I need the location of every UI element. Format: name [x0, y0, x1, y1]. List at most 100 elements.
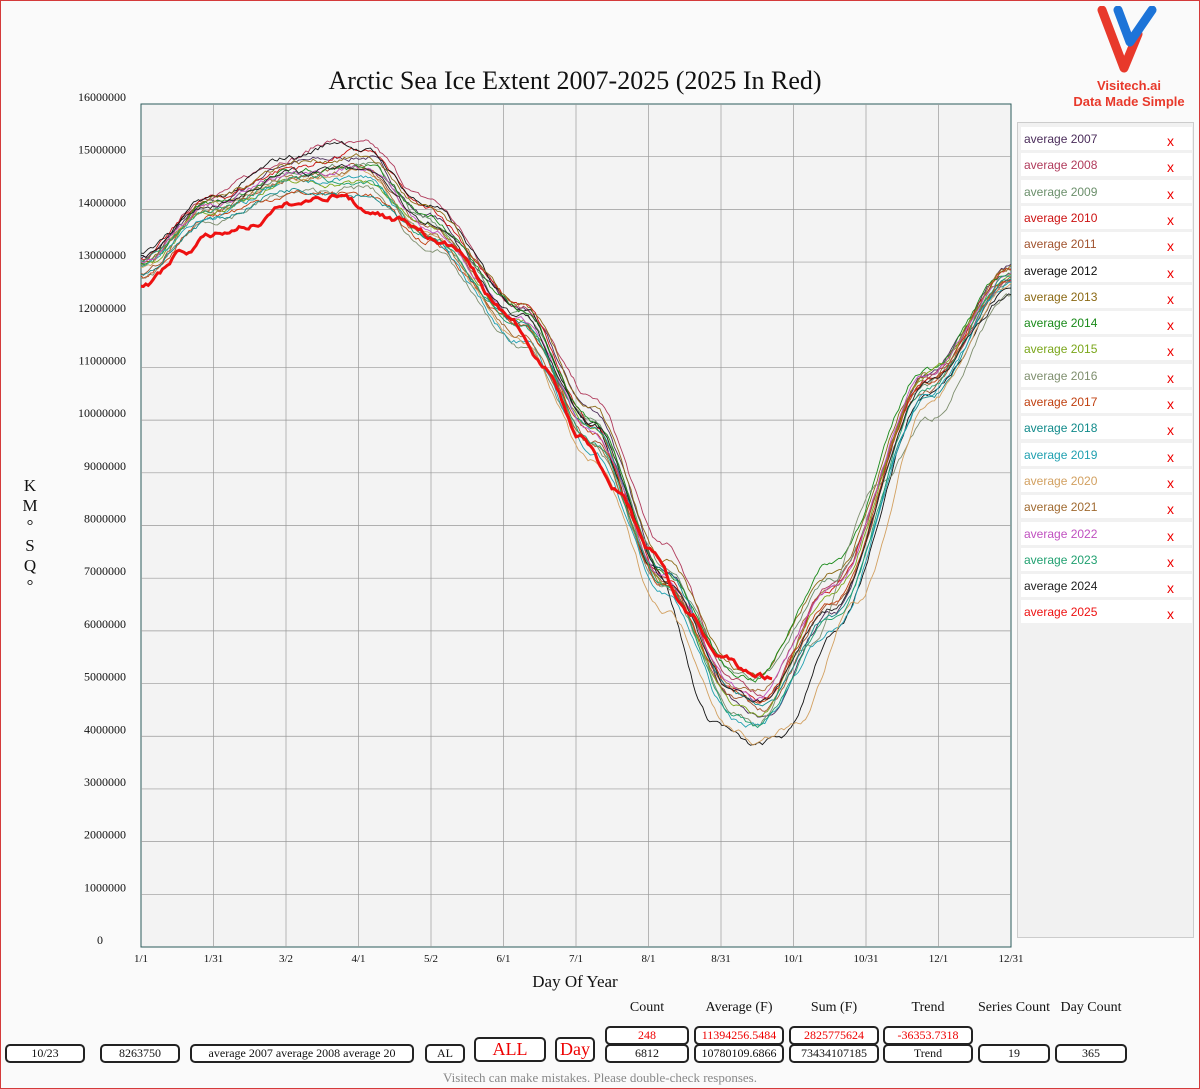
date-field[interactable]: 10/23: [5, 1044, 85, 1063]
y-tick-label: 16000000: [78, 90, 126, 104]
y-tick-label: 1000000: [84, 880, 126, 894]
y-tick-label: 7000000: [84, 564, 126, 578]
legend-item[interactable]: average 2015 x: [1021, 337, 1192, 361]
y-axis-label-char: °: [26, 576, 34, 595]
legend-remove-icon[interactable]: x: [1167, 422, 1174, 439]
day-count-value: 365: [1055, 1044, 1127, 1063]
x-tick-label: 5/2: [424, 953, 438, 965]
legend-remove-icon[interactable]: x: [1167, 474, 1174, 491]
legend-remove-icon[interactable]: x: [1167, 317, 1174, 334]
average-value-2025: 11394256.5484: [694, 1026, 784, 1045]
series-line-average-2025: [140, 193, 773, 681]
y-tick-label: 4000000: [84, 722, 126, 736]
day-button[interactable]: Day: [555, 1037, 595, 1062]
x-tick-label: 1/31: [204, 953, 224, 965]
legend-remove-icon[interactable]: x: [1167, 238, 1174, 255]
x-tick-label: 12/1: [929, 953, 949, 965]
legend-item[interactable]: average 2016 x: [1021, 363, 1192, 387]
series-line-average-2022: [140, 164, 1012, 701]
legend-label: average 2022: [1024, 526, 1098, 541]
legend-remove-icon[interactable]: x: [1167, 133, 1174, 149]
legend-item[interactable]: average 2007 x: [1021, 127, 1192, 150]
disclaimer-footer: Visitech can make mistakes. Please doubl…: [442, 1070, 757, 1085]
visitech-logo-icon: [1097, 6, 1157, 73]
y-axis-label-char: K: [23, 476, 37, 495]
series-select[interactable]: average 2007 average 2008 average 20: [190, 1044, 414, 1063]
line-chart: 16000000 15000000 14000000 13000000 12000000…: [78, 90, 1024, 965]
legend-label: average 2020: [1024, 473, 1098, 488]
legend-label: average 2018: [1024, 421, 1098, 436]
legend-remove-icon[interactable]: x: [1167, 185, 1174, 202]
y-tick-label: 15000000: [78, 143, 126, 157]
x-axis-label: Day Of Year: [532, 972, 618, 991]
all-button[interactable]: ALL: [474, 1037, 546, 1062]
legend-item[interactable]: average 2023 x: [1021, 547, 1192, 571]
legend-label: average 2011: [1024, 237, 1097, 252]
series-line-average-2021: [140, 167, 1012, 692]
legend-remove-icon[interactable]: x: [1167, 396, 1174, 412]
legend-remove-icon[interactable]: x: [1167, 343, 1174, 360]
y-tick-label: 6000000: [84, 617, 126, 631]
sum-value-total: 73434107185: [789, 1044, 879, 1063]
x-tick-label: 10/31: [853, 953, 878, 965]
legend-label: average 2025: [1024, 605, 1098, 620]
legend-remove-icon[interactable]: x: [1167, 211, 1174, 228]
y-tick-label: 11000000: [78, 353, 126, 367]
legend-remove-icon[interactable]: x: [1167, 553, 1174, 570]
sum-value-2025: 2825775624: [789, 1026, 879, 1045]
legend-remove-icon[interactable]: x: [1167, 290, 1174, 307]
legend-remove-icon[interactable]: x: [1167, 159, 1174, 176]
series-line-average-2024: [140, 163, 1012, 703]
legend-item[interactable]: average 2014 x: [1021, 311, 1192, 335]
legend-label: average 2021: [1024, 500, 1098, 515]
x-tick-label: 7/1: [569, 953, 583, 965]
legend-remove-icon[interactable]: x: [1167, 527, 1174, 544]
legend-remove-icon[interactable]: x: [1167, 606, 1174, 623]
value-field[interactable]: 8263750: [100, 1044, 180, 1063]
stat-header-sum: Sum (F): [810, 1000, 858, 1015]
legend-label: average 2017: [1024, 395, 1098, 409]
legend-label: average 2012: [1024, 263, 1098, 278]
legend-item[interactable]: average 2012 x: [1021, 258, 1192, 282]
legend-label: average 2023: [1024, 552, 1098, 567]
y-tick-label: 0: [97, 933, 103, 947]
legend-remove-icon[interactable]: x: [1167, 448, 1174, 465]
legend-item[interactable]: average 2010 x: [1021, 205, 1192, 229]
x-tick-label: 8/31: [711, 953, 731, 965]
average-value-total: 10780109.6866: [694, 1044, 784, 1063]
stat-header-series-count: Series Count: [978, 1000, 1050, 1015]
count-value-total: 6812: [605, 1044, 689, 1063]
legend-item[interactable]: average 2013 x: [1021, 284, 1192, 308]
y-axis-label-char: M: [22, 496, 38, 515]
series-count-value: 19: [978, 1044, 1050, 1063]
series-line-average-2012: [140, 140, 1012, 746]
legend-item[interactable]: average 2024 x: [1021, 574, 1192, 598]
stat-header-count: Count: [629, 1000, 665, 1015]
legend-item[interactable]: average 2008 x: [1021, 153, 1192, 177]
legend-item[interactable]: average 2009 x: [1021, 179, 1192, 203]
x-tick-label: 12/31: [998, 953, 1023, 965]
legend-remove-icon[interactable]: x: [1167, 264, 1174, 281]
legend-item[interactable]: average 2011 x: [1021, 232, 1192, 256]
legend-label: average 2014: [1024, 316, 1098, 331]
legend-item[interactable]: average 2017 x: [1021, 390, 1192, 413]
al-button[interactable]: AL: [425, 1044, 465, 1063]
legend-label: average 2016: [1024, 368, 1098, 383]
legend-item[interactable]: average 2021 x: [1021, 495, 1192, 519]
legend-item[interactable]: average 2025 x: [1021, 600, 1192, 624]
legend-item[interactable]: average 2018 x: [1021, 416, 1192, 440]
chart-title: Arctic Sea Ice Extent 2007-2025 (2025 In…: [328, 66, 822, 95]
y-tick-label: 2000000: [84, 828, 126, 842]
trend-button[interactable]: Trend: [883, 1044, 973, 1063]
x-tick-label: 1/1: [134, 953, 148, 965]
legend-remove-icon[interactable]: x: [1167, 501, 1174, 518]
series-line-average-2014: [140, 164, 1012, 683]
y-axis-label-char: °: [26, 516, 34, 535]
legend-remove-icon[interactable]: x: [1167, 580, 1174, 597]
legend-item[interactable]: average 2019 x: [1021, 442, 1192, 466]
legend-remove-icon[interactable]: x: [1167, 369, 1174, 386]
series-line-average-2023: [140, 173, 1012, 729]
x-tick-label: 3/2: [279, 953, 293, 965]
legend-item[interactable]: average 2020 x: [1021, 468, 1192, 492]
legend-item[interactable]: average 2022 x: [1021, 521, 1192, 545]
